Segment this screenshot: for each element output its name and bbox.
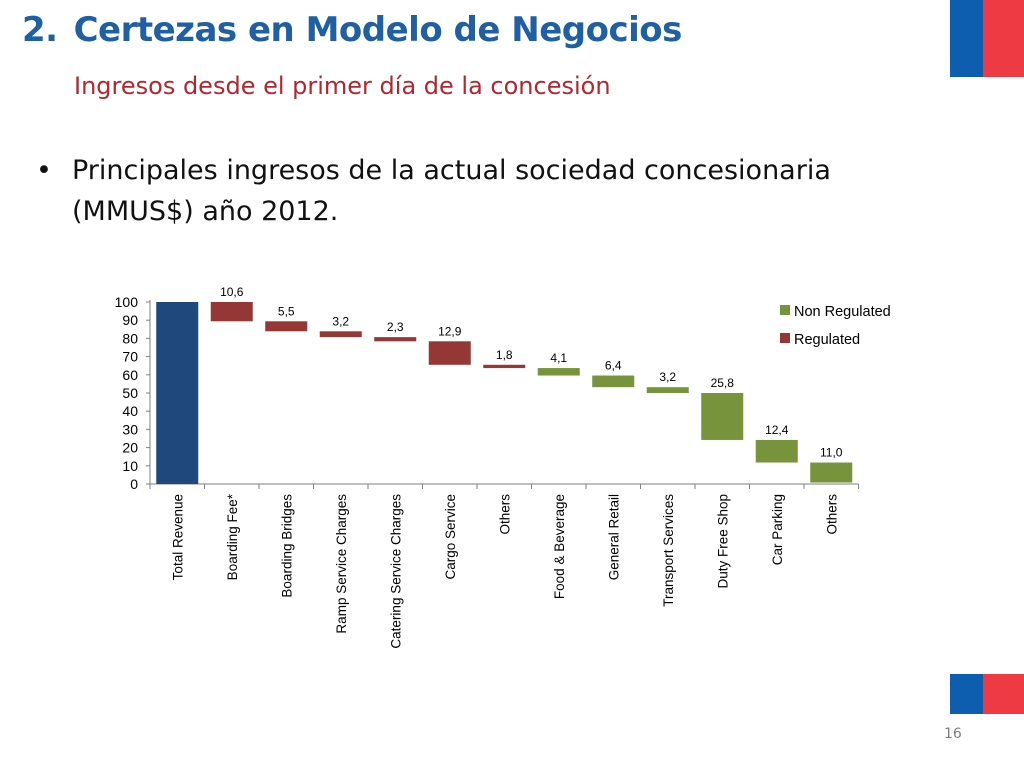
- y-tick-label: 30: [122, 421, 138, 437]
- bar-regulated: [319, 331, 362, 338]
- slide-subtitle: Ingresos desde el primer día de la conce…: [74, 72, 611, 100]
- x-category-label: Others: [497, 494, 512, 535]
- slide-title-number: 2.: [22, 10, 58, 50]
- y-tick-label: 0: [130, 476, 138, 492]
- bullet-text: Principales ingresos de la actual socied…: [72, 150, 892, 232]
- data-label: 10,6: [220, 285, 244, 299]
- bar-total: [156, 302, 199, 484]
- y-tick-label: 50: [122, 385, 138, 401]
- data-label: 3,2: [332, 314, 349, 328]
- bar-regulated: [265, 321, 308, 332]
- data-label: 5,5: [278, 304, 295, 318]
- bar-non-regulated: [755, 439, 798, 463]
- y-tick-label: 90: [122, 312, 138, 328]
- flag-red-stripe: [983, 0, 1024, 77]
- legend-swatch-regulated: [780, 333, 790, 343]
- data-label: 25,8: [711, 376, 735, 390]
- bullet-line-2: (MMUS$) año 2012.: [72, 196, 339, 227]
- bar-regulated: [483, 364, 526, 369]
- data-label: 11,0: [820, 446, 843, 460]
- bar-regulated: [428, 341, 471, 365]
- y-tick-label: 20: [122, 440, 138, 456]
- bar-regulated: [210, 302, 253, 322]
- x-category-label: Cargo Service: [443, 494, 458, 580]
- legend-swatch-non-regulated: [780, 305, 790, 315]
- legend-label-non-regulated: Non Regulated: [794, 304, 891, 320]
- data-label: 3,2: [659, 370, 676, 384]
- x-category-label: Others: [824, 494, 839, 535]
- x-category-label: Transport Services: [661, 494, 676, 607]
- data-label: 2,3: [387, 320, 404, 334]
- x-category-label: Duty Free Shop: [715, 494, 730, 589]
- flag-red-stripe: [983, 674, 1024, 714]
- x-category-label: Total Revenue: [170, 494, 185, 580]
- data-label: 12,9: [438, 324, 462, 338]
- bar-regulated: [374, 337, 417, 342]
- flag-logo-top: [950, 0, 1024, 77]
- legend-label-regulated: Regulated: [794, 332, 860, 348]
- y-tick-label: 70: [122, 349, 138, 365]
- y-tick-label: 60: [122, 367, 138, 383]
- bar-non-regulated: [810, 462, 853, 483]
- x-category-label: Food & Beverage: [552, 494, 567, 599]
- bullet-dot: •: [36, 155, 52, 186]
- x-category-label: Boarding Fee*: [225, 493, 240, 580]
- y-tick-label: 100: [115, 294, 139, 310]
- y-tick-label: 40: [122, 403, 138, 419]
- data-label: 6,4: [605, 359, 622, 373]
- slide-title: 2. Certezas en Modelo de Negocios: [22, 10, 682, 50]
- page-number: 16: [944, 726, 962, 742]
- flag-logo-bottom: [950, 674, 1024, 714]
- x-category-label: Catering Service Charges: [388, 494, 403, 649]
- data-label: 4,1: [550, 351, 567, 365]
- x-category-label: Boarding Bridges: [279, 494, 294, 598]
- y-tick-label: 10: [122, 458, 138, 474]
- bar-non-regulated: [701, 393, 744, 440]
- bar-non-regulated: [537, 368, 580, 376]
- flag-blue-stripe: [950, 674, 983, 714]
- y-tick-label: 80: [122, 330, 138, 346]
- slide-title-text: Certezas en Modelo de Negocios: [73, 10, 683, 50]
- x-category-label: Car Parking: [770, 494, 785, 565]
- data-label: 12,4: [765, 423, 789, 437]
- flag-blue-stripe: [950, 0, 983, 77]
- bar-non-regulated: [646, 387, 689, 393]
- x-category-label: Ramp Service Charges: [334, 494, 349, 634]
- bullet-line-1: Principales ingresos de la actual socied…: [72, 155, 831, 186]
- data-label: 1,8: [496, 348, 513, 362]
- bar-non-regulated: [592, 375, 635, 388]
- x-category-label: General Retail: [606, 494, 621, 580]
